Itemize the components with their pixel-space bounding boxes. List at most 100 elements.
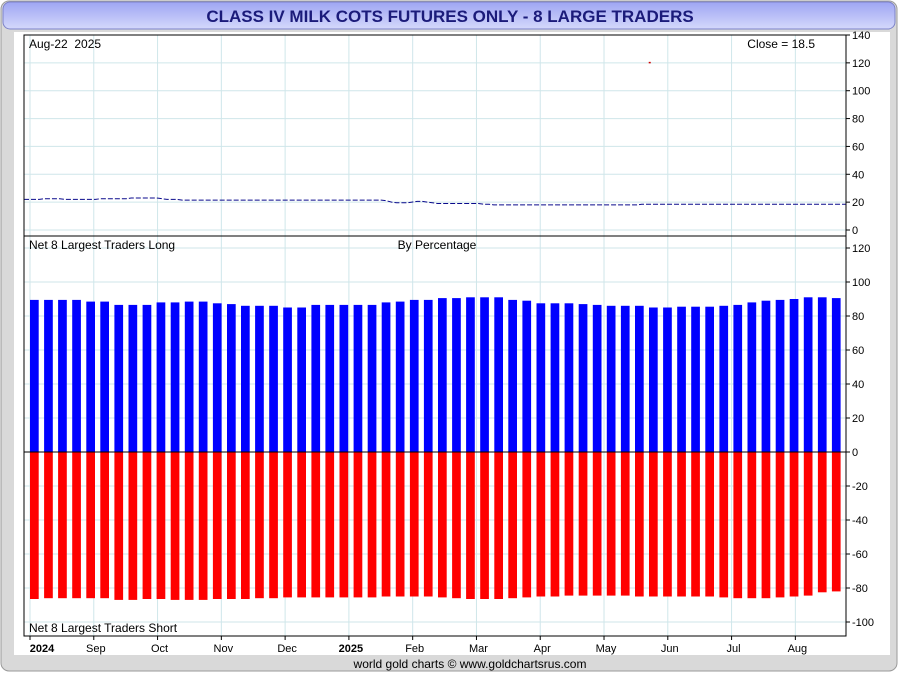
x-tick-label: Jul: [727, 643, 741, 655]
price-date-label: Aug-22 2025: [29, 37, 101, 51]
price-y-tick-label: 40: [852, 169, 864, 181]
long-bar: [269, 305, 278, 452]
positions-y-tick-label: 60: [852, 345, 864, 357]
positions-y-tick-label: 80: [852, 311, 864, 323]
long-bar: [198, 301, 208, 452]
long-bar: [409, 299, 419, 452]
short-bar: [466, 452, 475, 599]
price-y-tick-label: 120: [852, 58, 870, 70]
price-y-tick-label: 140: [852, 30, 870, 42]
long-bar: [635, 305, 644, 452]
short-bar: [480, 452, 489, 599]
short-bar: [691, 452, 700, 597]
price-y-tick-label: 0: [852, 225, 858, 237]
long-bar: [297, 307, 306, 452]
long-bar: [212, 303, 222, 453]
short-bar: [761, 452, 771, 599]
long-bar: [508, 299, 517, 452]
short-bar: [241, 452, 250, 599]
long-bar: [367, 304, 377, 452]
long-bar: [663, 307, 672, 452]
short-bar: [227, 452, 236, 599]
short-bar: [494, 452, 503, 599]
long-bar: [100, 301, 109, 452]
short-bar: [381, 452, 391, 597]
short-bar: [775, 452, 785, 598]
positions-y-tick-label: 40: [852, 379, 864, 391]
long-bar: [649, 307, 658, 452]
long-bar: [522, 300, 532, 452]
long-bar: [705, 306, 714, 452]
long-bar: [353, 304, 363, 452]
positions-panel-border: [23, 235, 847, 637]
long-bar: [564, 303, 574, 453]
short-bar: [649, 452, 658, 597]
long-bar: [494, 297, 503, 452]
positions-y-tick-label: -60: [852, 549, 868, 561]
long-bar: [311, 304, 321, 452]
x-tick-label: Feb: [405, 643, 424, 655]
price-outlier-mark: [648, 61, 651, 64]
short-bar: [198, 452, 208, 600]
short-bar: [114, 452, 124, 600]
long-bar: [803, 297, 813, 452]
short-bar: [677, 452, 686, 597]
long-bar: [747, 302, 757, 452]
short-bar: [438, 452, 447, 598]
x-tick-label: Mar: [469, 643, 488, 655]
short-bar: [86, 452, 95, 599]
x-tick-label: Dec: [277, 643, 297, 655]
title-bar: [2, 1, 896, 30]
short-bar: [156, 452, 166, 599]
short-bar: [170, 452, 180, 600]
short-bar: [817, 452, 827, 593]
short-bar: [705, 452, 714, 597]
short-bar: [564, 452, 574, 596]
short-bar: [30, 452, 39, 599]
price-close-label: Close = 18.5: [747, 37, 815, 51]
chart-title: CLASS IV MILK COTS FUTURES ONLY - 8 LARG…: [206, 7, 693, 26]
x-tick-label: Nov: [214, 643, 234, 655]
short-bar: [72, 452, 81, 599]
long-bar: [550, 303, 560, 453]
short-bar: [269, 452, 278, 599]
short-bar: [536, 452, 546, 597]
long-bar: [283, 307, 292, 452]
short-bar: [452, 452, 461, 599]
positions-y-tick-label: -20: [852, 481, 868, 493]
long-bar: [817, 297, 827, 452]
long-bar: [452, 298, 461, 452]
long-bar: [72, 299, 81, 452]
short-bar: [550, 452, 560, 597]
x-tick-label: 2025: [339, 643, 363, 655]
short-bar: [578, 452, 588, 596]
short-bar: [100, 452, 109, 599]
long-bar: [691, 306, 700, 452]
short-bar: [255, 452, 264, 599]
footer-credit: world gold charts © www.goldchartsrus.co…: [353, 657, 587, 671]
positions-y-tick-label: -40: [852, 515, 868, 527]
short-bar: [831, 452, 841, 592]
short-bar: [592, 452, 602, 596]
long-bar: [170, 302, 180, 452]
x-tick-label: Jun: [661, 643, 679, 655]
short-bar: [142, 452, 152, 599]
short-bar: [353, 452, 363, 598]
positions-panel: -100 -80 -60 -40 -20 0 20 40 60 80 100 120: [24, 236, 874, 636]
short-bar: [325, 452, 335, 598]
short-bar: [423, 452, 433, 597]
percentage-label: By Percentage: [398, 238, 477, 252]
x-tick-label: Apr: [534, 643, 551, 655]
price-y-tick-label: 100: [852, 86, 870, 98]
short-bar: [297, 452, 306, 598]
long-bar: [733, 304, 743, 452]
long-bar: [30, 299, 39, 452]
long-bar: [128, 304, 138, 452]
long-bar: [719, 305, 729, 452]
x-tick-label: Sep: [86, 643, 106, 655]
x-tick-label: 2024: [30, 643, 55, 655]
long-bar: [241, 305, 250, 452]
x-tick-label: Oct: [151, 643, 168, 655]
long-bar: [606, 305, 616, 452]
